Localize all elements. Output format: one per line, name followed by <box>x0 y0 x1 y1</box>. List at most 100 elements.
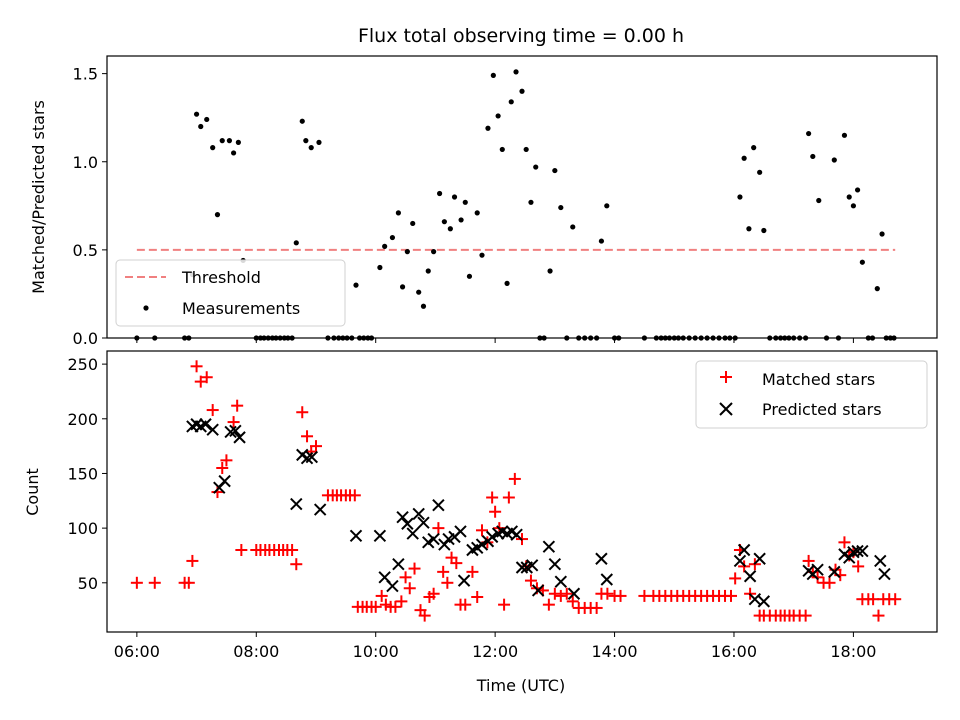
predicted-star-point <box>206 423 219 436</box>
predicted-star-point <box>475 538 489 551</box>
matched-star-point <box>852 560 865 573</box>
measurement-point <box>879 231 885 237</box>
bottom-plot-frame <box>106 350 938 633</box>
matched-star-point <box>148 576 161 589</box>
predicted-star-point <box>595 552 608 565</box>
predicted-star-point <box>349 529 363 542</box>
matched-star-point <box>211 486 224 499</box>
matched-star-point <box>802 554 815 567</box>
measurement-point <box>214 212 221 218</box>
predicted-star-point <box>828 565 841 579</box>
bottom-x-tick-label: 10:00 <box>353 642 399 661</box>
matched-star-point <box>290 558 303 571</box>
measurement-point <box>504 280 510 286</box>
matched-star-point <box>548 587 561 600</box>
measurement-point <box>210 145 216 151</box>
measurement-point <box>353 282 359 288</box>
top-y-tick-label: 1.0 <box>73 153 98 172</box>
measurement-point <box>436 190 443 197</box>
bottom-series-layer <box>130 360 902 622</box>
matched-star-point <box>309 440 322 453</box>
predicted-star-point <box>531 584 545 597</box>
top-y-tick-label: 0.5 <box>73 241 98 260</box>
legend-measurements-swatch <box>143 305 149 311</box>
matched-star-point <box>450 557 463 570</box>
top-plot-frame <box>106 55 938 339</box>
matched-star-point <box>403 582 416 595</box>
measurement-point <box>854 187 861 193</box>
predicted-star-point <box>485 530 499 544</box>
legend-threshold-label: Threshold <box>181 268 261 287</box>
matched-star-point <box>508 472 521 485</box>
measurement-point <box>841 132 848 138</box>
matched-star-point <box>889 593 902 606</box>
measurement-point <box>451 194 458 200</box>
predicted-star-point <box>737 543 751 557</box>
predicted-star-point <box>525 559 539 572</box>
predicted-star-point <box>757 595 771 608</box>
legend-measurements-label: Measurements <box>182 299 300 318</box>
matched-star-point <box>206 404 219 417</box>
measurement-point <box>850 203 857 209</box>
measurement-point <box>303 138 309 144</box>
matched-star-point <box>235 543 248 556</box>
predicted-star-point <box>856 544 869 558</box>
matched-star-point <box>408 562 421 575</box>
measurement-point <box>458 217 464 223</box>
predicted-star-point <box>386 579 399 593</box>
matched-star-point <box>614 589 627 602</box>
bottom-y-axis-label: Count <box>23 468 42 516</box>
matched-star-point <box>186 554 199 567</box>
bottom-x-tick-label: 18:00 <box>830 642 876 661</box>
measurement-point <box>604 203 610 209</box>
predicted-star-point <box>432 498 445 512</box>
measurement-point <box>558 204 564 211</box>
matched-star-point <box>399 571 412 584</box>
top-legend-box <box>115 259 346 327</box>
measurement-point <box>410 220 416 227</box>
measurement-point <box>831 157 837 163</box>
measurement-point <box>552 167 558 174</box>
legend-matched-label: Matched stars <box>762 370 875 389</box>
measurement-point <box>466 273 473 279</box>
predicted-star-point <box>224 425 237 439</box>
predicted-star-point <box>457 574 471 587</box>
matched-star-point <box>475 524 488 537</box>
predicted-star-point <box>743 570 757 583</box>
measurement-point <box>299 118 305 124</box>
matched-star-point <box>220 454 233 467</box>
predicted-star-point <box>748 592 762 606</box>
predicted-star-point <box>811 563 824 576</box>
bottom-x-tick-label: 12:00 <box>472 642 518 661</box>
matched-star-point <box>348 489 361 502</box>
matched-star-point <box>471 591 484 604</box>
matched-star-point <box>601 587 614 600</box>
measurement-point <box>479 252 485 258</box>
top-y-tick-label: 0.0 <box>73 329 98 348</box>
measurement-point <box>425 268 431 274</box>
bottom-x-axis-label: Time (UTC) <box>476 676 565 695</box>
bottom-y-tick-label: 50 <box>78 574 98 593</box>
measurement-point <box>420 303 427 309</box>
matched-star-point <box>389 600 402 613</box>
predicted-star-point <box>290 497 303 511</box>
legend-predicted-swatch <box>719 402 733 416</box>
matched-star-point <box>231 399 244 412</box>
matched-star-point <box>729 572 742 585</box>
bottom-x-tick-label: 08:00 <box>233 642 279 661</box>
measurement-point <box>810 153 816 160</box>
matched-star-point <box>560 587 573 600</box>
measurement-point <box>816 197 822 204</box>
measurement-point <box>806 130 812 137</box>
measurement-point <box>377 264 383 271</box>
bottom-x-tick-label: 06:00 <box>114 642 160 661</box>
measurement-point <box>490 72 496 78</box>
matched-star-point <box>811 571 824 584</box>
matched-star-point <box>566 595 579 608</box>
predicted-star-point <box>733 554 747 568</box>
top-panel: 0.0 0.5 1.0 1.5 Matched/Predicted stars Thr… <box>29 55 938 348</box>
predicted-star-point <box>412 507 425 521</box>
measurement-point <box>308 145 314 151</box>
matched-star-point <box>489 505 502 518</box>
